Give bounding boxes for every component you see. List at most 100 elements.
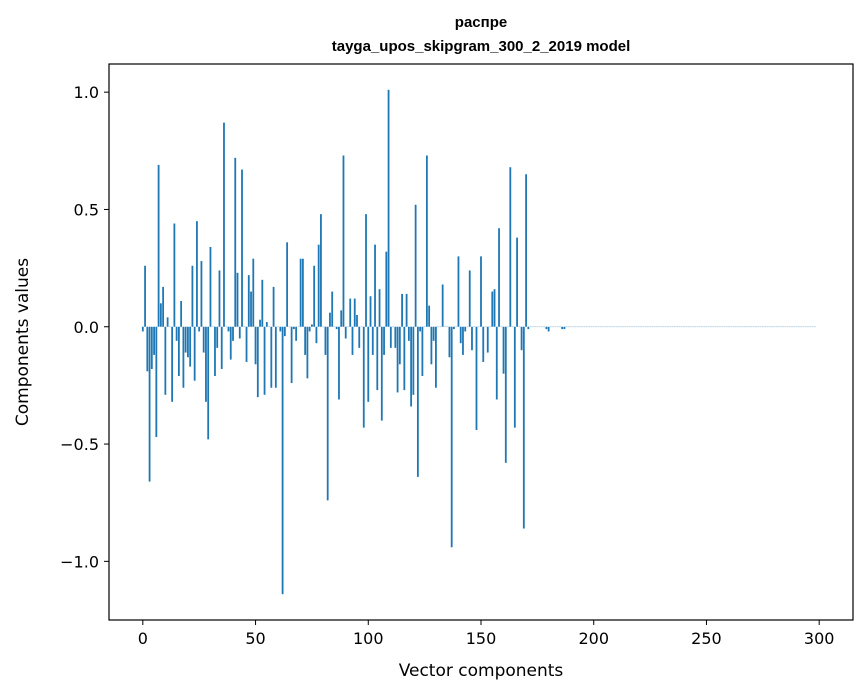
bar bbox=[159, 303, 162, 327]
bar bbox=[250, 291, 252, 327]
x-axis-label: Vector components bbox=[399, 661, 564, 681]
bar bbox=[396, 326, 399, 393]
bar bbox=[223, 122, 225, 327]
bar bbox=[380, 326, 383, 421]
bar bbox=[353, 298, 356, 327]
bar bbox=[155, 326, 158, 438]
y-tick-label: 1.0 bbox=[74, 83, 99, 102]
bar bbox=[241, 169, 243, 327]
bar bbox=[365, 214, 367, 327]
bar bbox=[498, 228, 500, 327]
bar bbox=[173, 223, 176, 327]
bar bbox=[344, 326, 347, 339]
x-tick-label: 200 bbox=[578, 629, 609, 648]
bar bbox=[326, 326, 329, 501]
bar bbox=[394, 326, 397, 348]
bar bbox=[387, 89, 390, 327]
bar bbox=[329, 312, 331, 327]
bar bbox=[196, 221, 198, 327]
bar bbox=[401, 293, 403, 327]
bar bbox=[435, 326, 437, 388]
y-tick-label: −0.5 bbox=[60, 435, 99, 454]
bar bbox=[450, 326, 453, 548]
x-tick-label: 50 bbox=[245, 629, 265, 648]
bar bbox=[468, 270, 471, 327]
x-tick-label: 250 bbox=[691, 629, 722, 648]
bar bbox=[527, 326, 530, 330]
bar bbox=[150, 326, 153, 369]
bar bbox=[349, 298, 352, 327]
bar bbox=[414, 204, 417, 327]
bar bbox=[220, 326, 223, 369]
bar bbox=[475, 326, 478, 430]
bar bbox=[459, 326, 462, 344]
bar bbox=[313, 265, 316, 327]
bar bbox=[308, 326, 311, 332]
bar bbox=[234, 157, 237, 327]
bar bbox=[292, 326, 295, 330]
bar bbox=[547, 326, 550, 332]
x-tick-label: 150 bbox=[466, 629, 497, 648]
bar bbox=[320, 214, 322, 327]
bar bbox=[254, 326, 257, 365]
bar bbox=[480, 256, 482, 327]
bar bbox=[362, 326, 365, 428]
bar bbox=[153, 326, 155, 355]
bar bbox=[171, 326, 174, 402]
bar bbox=[252, 258, 255, 327]
bar-series bbox=[141, 89, 816, 595]
bar bbox=[311, 324, 313, 327]
bar bbox=[299, 258, 302, 327]
bar bbox=[148, 326, 151, 482]
bar bbox=[146, 326, 149, 372]
bar bbox=[177, 326, 180, 377]
bar bbox=[180, 300, 183, 327]
bar bbox=[232, 326, 234, 341]
x-axis-ticks: 0 50 100 150 200 250 300 bbox=[138, 620, 834, 648]
bar bbox=[432, 326, 435, 341]
bar bbox=[351, 326, 354, 355]
chart-title-line-2: tayga_upos_skipgram_300_2_2019 model bbox=[332, 38, 631, 55]
bar bbox=[261, 279, 264, 327]
bar bbox=[419, 326, 422, 332]
bar bbox=[561, 326, 564, 330]
bar bbox=[378, 289, 381, 327]
bar bbox=[495, 326, 498, 400]
bar bbox=[182, 326, 185, 388]
bar bbox=[464, 326, 467, 332]
bar bbox=[198, 326, 201, 332]
bar bbox=[520, 326, 523, 351]
bar bbox=[274, 326, 277, 388]
bar bbox=[441, 284, 444, 327]
y-tick-label: −1.0 bbox=[60, 552, 99, 571]
y-tick-label: 0.0 bbox=[74, 318, 99, 337]
bar bbox=[335, 326, 338, 330]
bar bbox=[369, 296, 372, 327]
bar bbox=[187, 326, 189, 358]
bar bbox=[304, 326, 307, 355]
bar bbox=[184, 326, 187, 353]
bar bbox=[482, 326, 485, 362]
bar bbox=[374, 244, 376, 327]
x-tick-label: 0 bbox=[138, 629, 148, 648]
bar bbox=[256, 326, 259, 398]
bar bbox=[247, 275, 250, 327]
bar bbox=[286, 242, 289, 327]
bar bbox=[338, 326, 340, 400]
bar bbox=[272, 286, 275, 327]
bar bbox=[428, 305, 431, 327]
bar bbox=[216, 326, 219, 348]
y-tick-label: 0.5 bbox=[74, 200, 99, 219]
bar bbox=[166, 317, 169, 327]
bar bbox=[175, 326, 178, 341]
bar bbox=[270, 326, 273, 388]
bar bbox=[448, 326, 451, 358]
bar bbox=[376, 326, 379, 391]
bar bbox=[281, 326, 284, 595]
bar bbox=[245, 326, 248, 362]
bar bbox=[525, 174, 527, 327]
bar bbox=[205, 326, 207, 402]
bar bbox=[430, 326, 433, 365]
bar bbox=[265, 322, 268, 327]
